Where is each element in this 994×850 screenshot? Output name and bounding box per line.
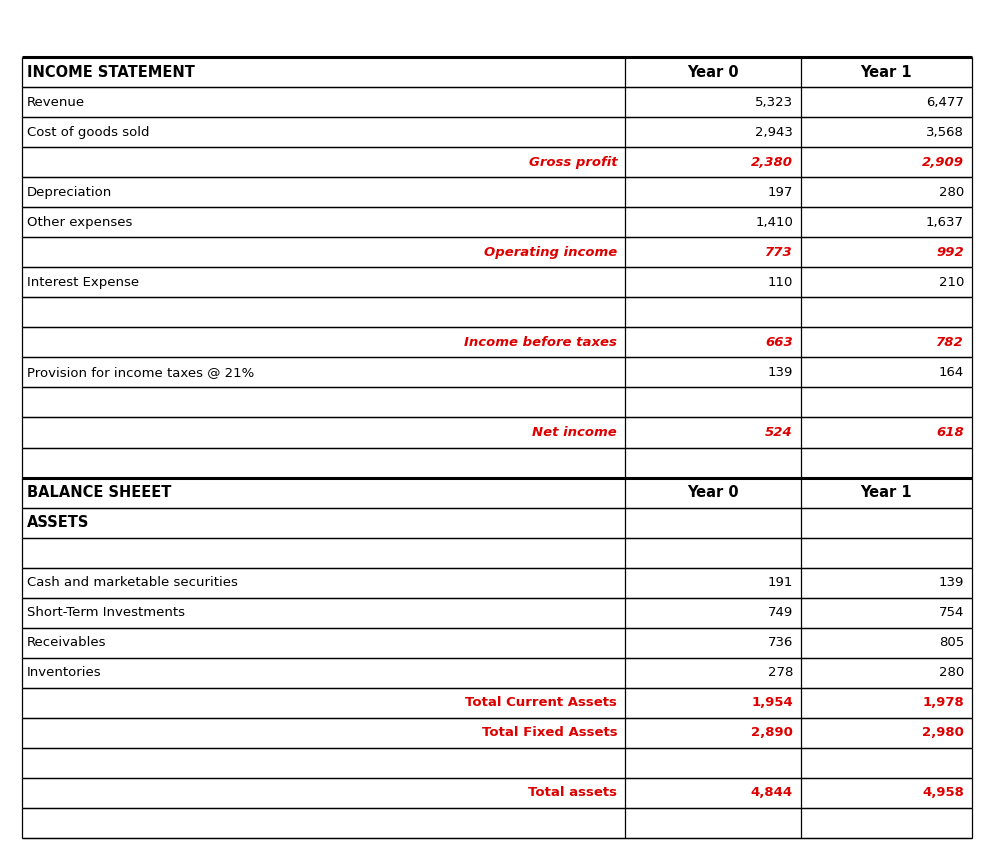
Text: 191: 191 (767, 576, 793, 589)
Text: 164: 164 (938, 366, 964, 379)
Text: BALANCE SHEEET: BALANCE SHEEET (27, 485, 171, 500)
Text: 139: 139 (767, 366, 793, 379)
Text: 1,410: 1,410 (755, 216, 793, 229)
Text: 278: 278 (767, 666, 793, 679)
Text: Year 1: Year 1 (861, 65, 912, 80)
Text: 5,323: 5,323 (754, 95, 793, 109)
Text: 618: 618 (936, 426, 964, 439)
Text: 1,637: 1,637 (926, 216, 964, 229)
Text: Receivables: Receivables (27, 637, 106, 649)
Text: 1,954: 1,954 (751, 696, 793, 710)
Text: 280: 280 (938, 666, 964, 679)
Text: 197: 197 (767, 185, 793, 199)
Text: Year 0: Year 0 (687, 65, 739, 80)
Text: Total Current Assets: Total Current Assets (465, 696, 617, 710)
Text: 736: 736 (767, 637, 793, 649)
Text: 139: 139 (938, 576, 964, 589)
Text: 6,477: 6,477 (926, 95, 964, 109)
Text: ASSETS: ASSETS (27, 515, 89, 530)
Text: 2,980: 2,980 (922, 727, 964, 740)
Text: 663: 663 (765, 336, 793, 348)
Text: 524: 524 (765, 426, 793, 439)
Text: 773: 773 (765, 246, 793, 258)
Text: 782: 782 (936, 336, 964, 348)
Text: 2,380: 2,380 (751, 156, 793, 168)
Text: Inventories: Inventories (27, 666, 101, 679)
Text: 992: 992 (936, 246, 964, 258)
Text: Revenue: Revenue (27, 95, 85, 109)
Text: Year 0: Year 0 (687, 485, 739, 500)
Text: 749: 749 (767, 606, 793, 619)
Text: 805: 805 (938, 637, 964, 649)
Text: 1,978: 1,978 (922, 696, 964, 710)
Text: Short-Term Investments: Short-Term Investments (27, 606, 185, 619)
Text: Total Fixed Assets: Total Fixed Assets (482, 727, 617, 740)
Text: Year 1: Year 1 (861, 485, 912, 500)
Text: Net income: Net income (533, 426, 617, 439)
Text: 280: 280 (938, 185, 964, 199)
Text: 2,890: 2,890 (751, 727, 793, 740)
Text: Cost of goods sold: Cost of goods sold (27, 126, 149, 139)
Text: Other expenses: Other expenses (27, 216, 132, 229)
Text: INCOME STATEMENT: INCOME STATEMENT (27, 65, 195, 80)
Text: Depreciation: Depreciation (27, 185, 112, 199)
Text: 2,943: 2,943 (755, 126, 793, 139)
Text: Total assets: Total assets (528, 786, 617, 800)
Text: 4,958: 4,958 (922, 786, 964, 800)
Text: Gross profit: Gross profit (529, 156, 617, 168)
Text: Interest Expense: Interest Expense (27, 275, 139, 289)
Text: 210: 210 (938, 275, 964, 289)
Text: Income before taxes: Income before taxes (464, 336, 617, 348)
Text: 2,909: 2,909 (922, 156, 964, 168)
Text: Operating income: Operating income (484, 246, 617, 258)
Text: 3,568: 3,568 (926, 126, 964, 139)
Text: 754: 754 (938, 606, 964, 619)
Text: 110: 110 (767, 275, 793, 289)
Text: Provision for income taxes @ 21%: Provision for income taxes @ 21% (27, 366, 254, 379)
Text: 4,844: 4,844 (750, 786, 793, 800)
Text: Cash and marketable securities: Cash and marketable securities (27, 576, 238, 589)
